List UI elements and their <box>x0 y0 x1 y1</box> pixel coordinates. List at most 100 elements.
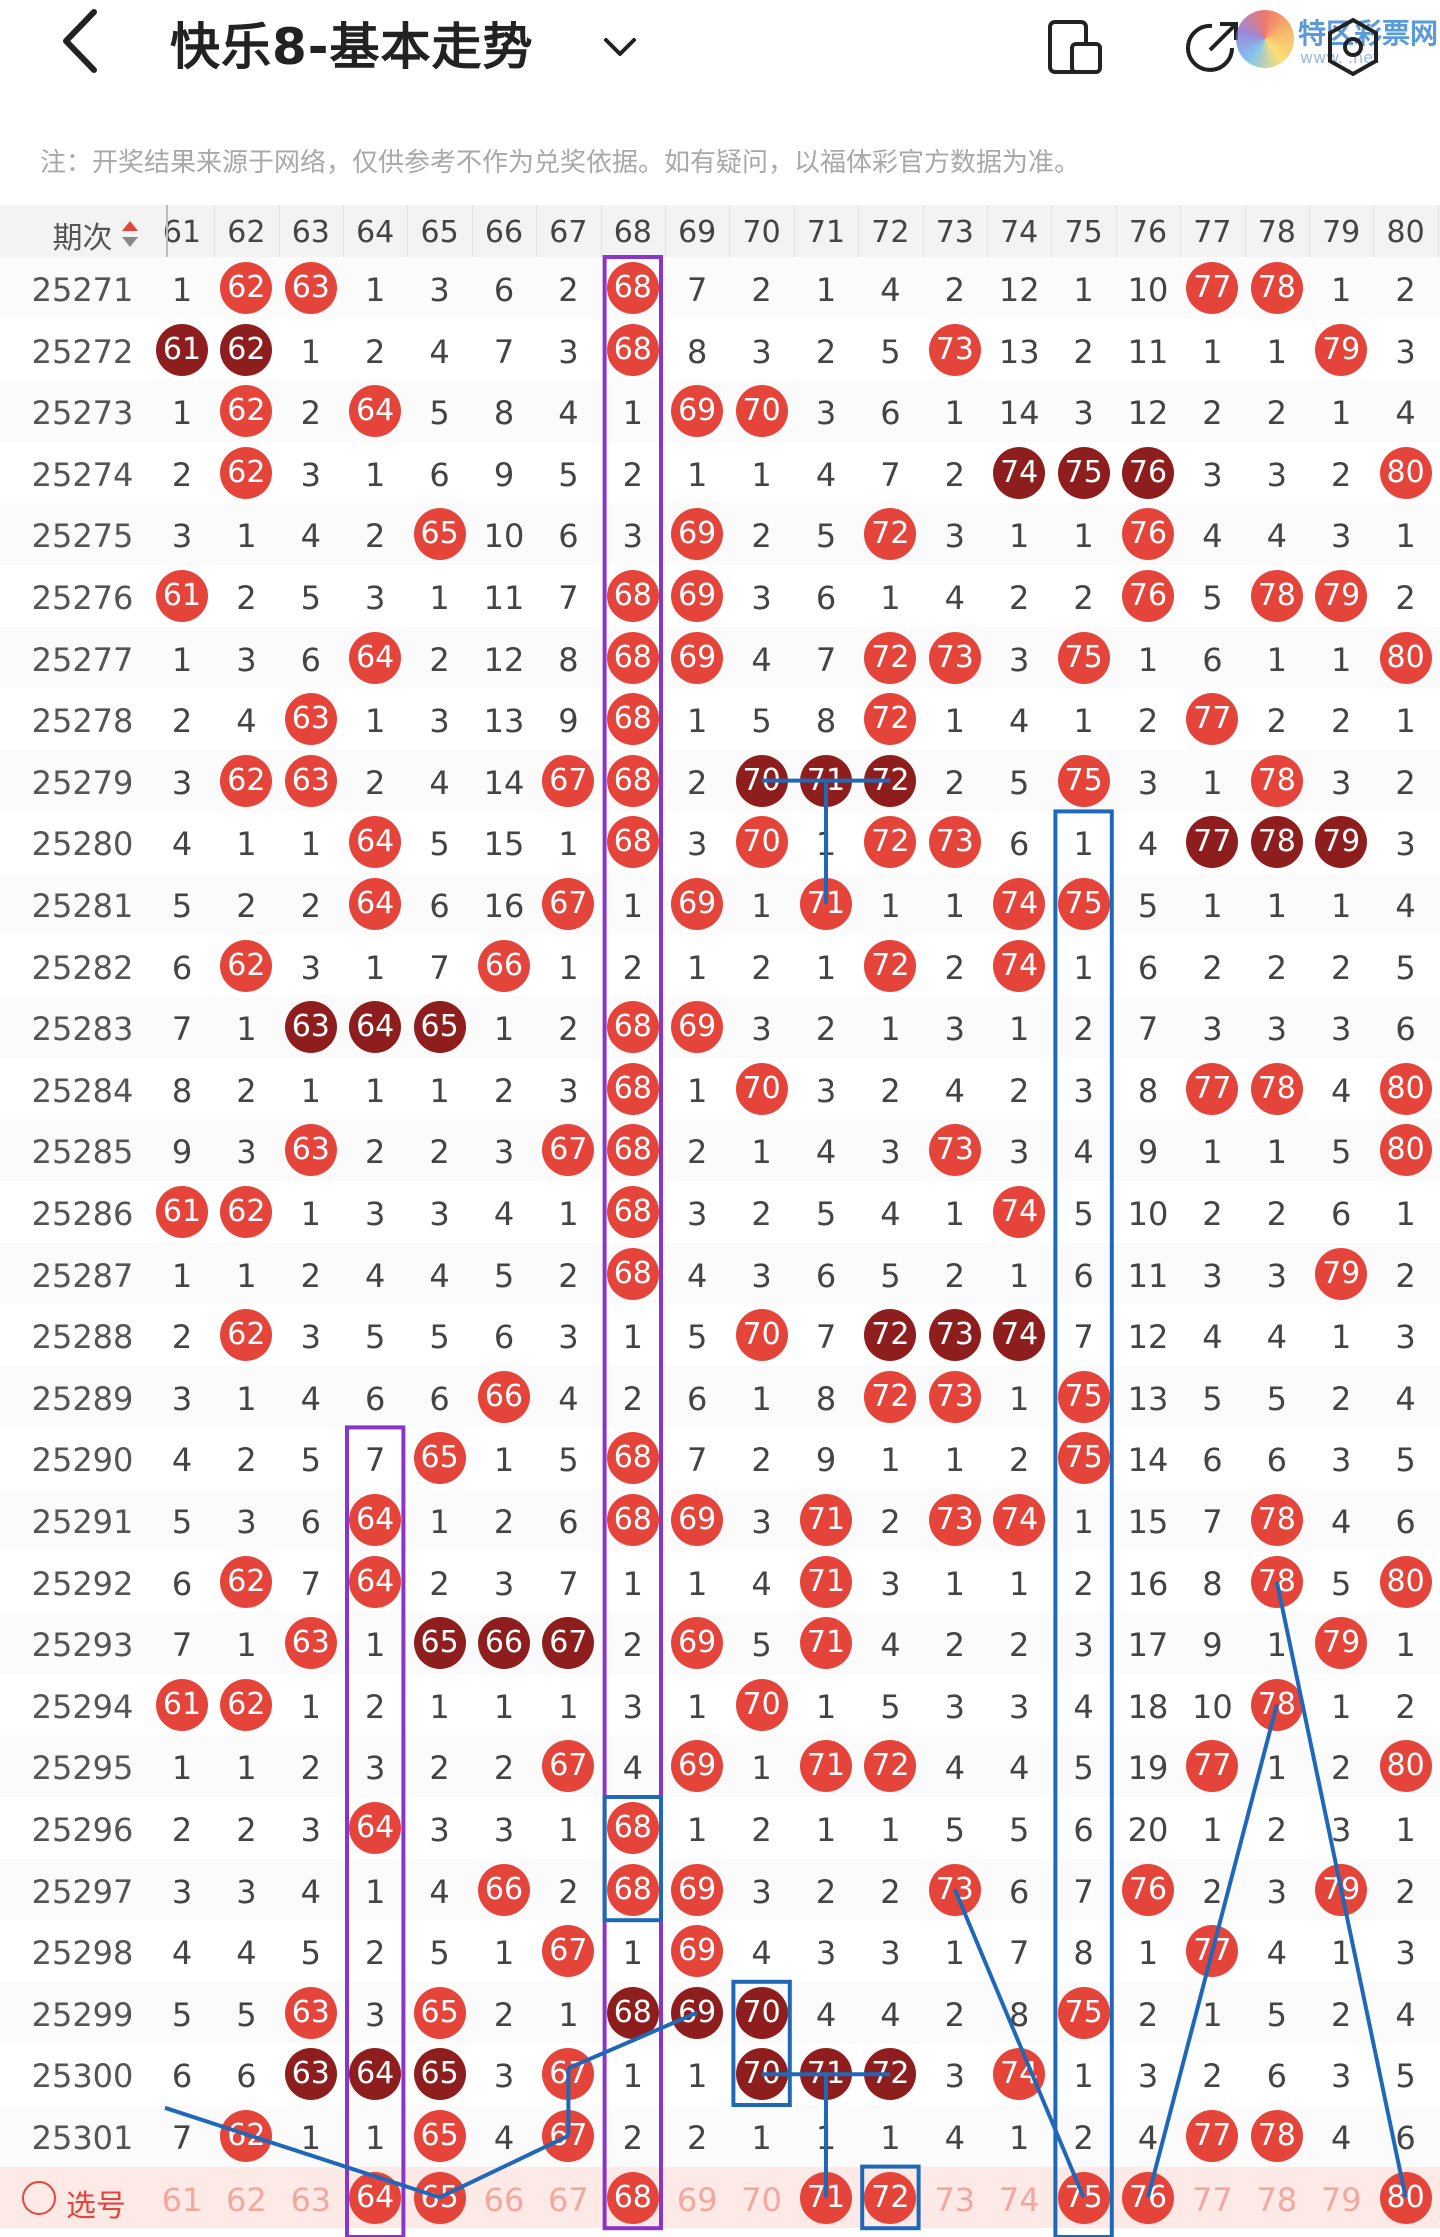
pick-number-selected[interactable]: 71 <box>800 2171 852 2224</box>
omission-count: 8 <box>493 394 515 433</box>
pick-number[interactable]: 70 <box>741 2180 782 2219</box>
page-title[interactable]: 快乐8-基本走势 <box>170 18 534 76</box>
drawn-number-ball: 64 <box>349 385 402 438</box>
table-row <box>0 1427 1440 1489</box>
omission-count: 2 <box>1202 1872 1223 1911</box>
drawn-number-ball: 72 <box>864 754 917 807</box>
chevron-left-icon <box>63 9 97 73</box>
pick-number-selected[interactable]: 65 <box>413 2171 466 2224</box>
drawn-number-ball: 69 <box>671 1617 724 1670</box>
omission-count: 1 <box>300 825 321 864</box>
pick-number[interactable]: 78 <box>1256 2180 1298 2219</box>
omission-count: 9 <box>1137 1133 1159 1172</box>
omission-count: 1 <box>687 702 708 741</box>
pick-radio[interactable] <box>22 2180 56 2215</box>
omission-count: 2 <box>300 887 321 925</box>
omission-count: 2 <box>1009 1626 1030 1665</box>
omission-count: 6 <box>429 887 450 925</box>
period-number: 25271 <box>31 271 134 309</box>
omission-count: 1 <box>1395 517 1416 556</box>
drawn-number-ball: 64 <box>349 1494 402 1546</box>
drawn-number-ball: 69 <box>671 1740 724 1793</box>
omission-count: 7 <box>493 332 515 371</box>
omission-count: 3 <box>1266 1256 1287 1295</box>
omission-count: 3 <box>815 1071 837 1110</box>
back-button[interactable] <box>56 6 116 86</box>
pick-number-selected[interactable]: 80 <box>1379 2171 1432 2224</box>
drawn-number-ball: 68 <box>606 570 659 622</box>
drawn-number-ball: 73 <box>928 1863 981 1916</box>
omission-count: 1 <box>1202 887 1223 925</box>
omission-count: 4 <box>622 1749 643 1788</box>
period-number: 25294 <box>31 1687 134 1726</box>
omission-count: 1 <box>171 394 193 433</box>
settings-button[interactable] <box>1320 14 1386 80</box>
title-dropdown[interactable] <box>600 18 640 85</box>
omission-count: 1 <box>1202 763 1223 802</box>
omission-count: 15 <box>483 825 525 864</box>
pick-number-selected[interactable]: 64 <box>349 2171 402 2224</box>
drawn-number-ball: 79 <box>1315 1617 1368 1670</box>
omission-count: 6 <box>1395 1010 1416 1049</box>
omission-count: 5 <box>300 1441 321 1480</box>
omission-count: 3 <box>1395 825 1416 864</box>
pick-number[interactable]: 67 <box>548 2180 589 2219</box>
pick-number-selected[interactable]: 72 <box>864 2171 917 2224</box>
pick-number[interactable]: 69 <box>676 2180 718 2219</box>
pick-number-selected[interactable]: 76 <box>1122 2171 1174 2224</box>
drawn-number-ball: 75 <box>1057 878 1110 930</box>
pick-number[interactable]: 63 <box>290 2180 332 2219</box>
drawn-number-ball: 63 <box>284 2048 337 2101</box>
drawn-number-ball: 68 <box>606 1001 659 1054</box>
pick-number[interactable]: 77 <box>1192 2180 1233 2219</box>
omission-count: 7 <box>815 640 837 679</box>
pick-number-selected[interactable]: 68 <box>606 2171 659 2224</box>
omission-count: 11 <box>1127 1256 1169 1295</box>
period-number: 25293 <box>31 1626 134 1665</box>
omission-count: 2 <box>687 1133 708 1172</box>
pick-number[interactable]: 62 <box>226 2180 267 2219</box>
period-number: 25297 <box>31 1872 134 1911</box>
pick-number-selected[interactable]: 75 <box>1057 2171 1110 2224</box>
phone-layout-button[interactable] <box>1042 14 1108 80</box>
omission-count: 6 <box>1395 1503 1416 1541</box>
omission-count: 4 <box>1202 517 1223 556</box>
omission-count: 2 <box>1331 702 1352 741</box>
omission-count: 14 <box>1127 1441 1169 1480</box>
omission-count: 13 <box>483 702 525 741</box>
omission-count: 5 <box>1266 1995 1287 2034</box>
omission-count: 3 <box>558 332 579 371</box>
omission-count: 2 <box>236 887 257 925</box>
omission-count: 1 <box>1073 271 1094 309</box>
omission-count: 3 <box>300 1811 321 1849</box>
omission-count: 4 <box>815 1133 837 1172</box>
omission-count: 6 <box>236 2057 257 2096</box>
omission-count: 4 <box>751 1934 772 1973</box>
drawn-number-ball: 71 <box>800 1494 852 1546</box>
omission-count: 3 <box>300 948 321 987</box>
period-number: 25278 <box>31 702 134 741</box>
omission-count: 5 <box>1395 1441 1416 1480</box>
share-button[interactable] <box>1180 14 1246 80</box>
omission-count: 4 <box>558 394 579 433</box>
omission-count: 2 <box>1202 2057 1223 2096</box>
drawn-number-ball: 65 <box>413 2110 466 2162</box>
omission-count: 1 <box>1202 1133 1223 1172</box>
omission-count: 1 <box>622 394 643 433</box>
sort-icon[interactable] <box>120 219 140 249</box>
omission-count: 2 <box>236 1811 257 1849</box>
omission-count: 7 <box>171 2119 193 2157</box>
pick-number[interactable]: 74 <box>998 2180 1040 2219</box>
omission-count: 6 <box>429 1379 450 1418</box>
omission-count: 4 <box>1395 1995 1416 2034</box>
pick-number[interactable]: 79 <box>1320 2180 1362 2219</box>
omission-count: 3 <box>687 825 708 864</box>
watermark-text: 特区彩票网 <box>1298 17 1439 50</box>
drawn-number-ball: 62 <box>220 262 273 314</box>
omission-count: 6 <box>1395 2119 1416 2157</box>
period-column-header[interactable]: 期次 <box>52 221 113 256</box>
pick-number[interactable]: 73 <box>934 2180 976 2219</box>
pick-number[interactable]: 66 <box>483 2180 525 2219</box>
omission-count: 7 <box>300 1564 321 1603</box>
pick-number[interactable]: 61 <box>161 2180 203 2219</box>
